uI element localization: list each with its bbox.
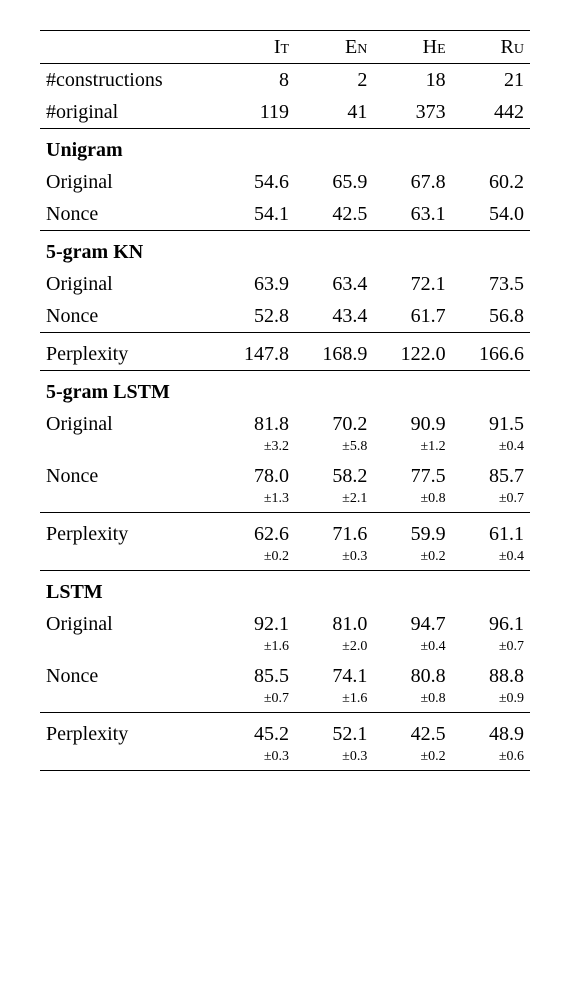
perplexity-row: Perplexity 62.6 71.6 59.9 61.1	[40, 513, 530, 551]
col-blank	[40, 31, 217, 64]
table-row: Original 63.9 63.4 72.1 73.5	[40, 268, 530, 300]
meta-label: #constructions	[40, 64, 217, 97]
std-row: ±1.3 ±2.1 ±0.8 ±0.7	[40, 492, 530, 513]
table-row: Nonce 52.8 43.4 61.7 56.8	[40, 300, 530, 333]
std-row: ±0.3 ±0.3 ±0.2 ±0.6	[40, 750, 530, 771]
col-2: He	[373, 31, 451, 64]
col-3: Ru	[452, 31, 530, 64]
section-5gram-kn-head: 5-gram KN	[40, 231, 530, 269]
col-1: En	[295, 31, 373, 64]
table-row: Nonce 85.5 74.1 80.8 88.8	[40, 660, 530, 692]
std-row: ±0.2 ±0.3 ±0.2 ±0.4	[40, 550, 530, 571]
perplexity-row: Perplexity 45.2 52.1 42.5 48.9	[40, 713, 530, 751]
meta-row-1: #original 119 41 373 442	[40, 96, 530, 129]
table-row: Original 92.1 81.0 94.7 96.1	[40, 608, 530, 640]
perplexity-row: Perplexity 147.8 168.9 122.0 166.6	[40, 333, 530, 371]
section-unigram-head: Unigram	[40, 129, 530, 167]
meta-label: #original	[40, 96, 217, 129]
results-table: It En He Ru #constructions 8 2 18 21 #or…	[40, 30, 530, 771]
col-0: It	[217, 31, 295, 64]
std-row: ±1.6 ±2.0 ±0.4 ±0.7	[40, 640, 530, 660]
table-row: Nonce 78.0 58.2 77.5 85.7	[40, 460, 530, 492]
std-row: ±3.2 ±5.8 ±1.2 ±0.4	[40, 440, 530, 460]
section-lstm-head: LSTM	[40, 571, 530, 609]
table-row: Original 54.6 65.9 67.8 60.2	[40, 166, 530, 198]
std-row: ±0.7 ±1.6 ±0.8 ±0.9	[40, 692, 530, 713]
section-5gram-lstm-head: 5-gram LSTM	[40, 371, 530, 409]
meta-row-0: #constructions 8 2 18 21	[40, 64, 530, 97]
table-row: Original 81.8 70.2 90.9 91.5	[40, 408, 530, 440]
col-header-row: It En He Ru	[40, 31, 530, 64]
table-row: Nonce 54.1 42.5 63.1 54.0	[40, 198, 530, 231]
